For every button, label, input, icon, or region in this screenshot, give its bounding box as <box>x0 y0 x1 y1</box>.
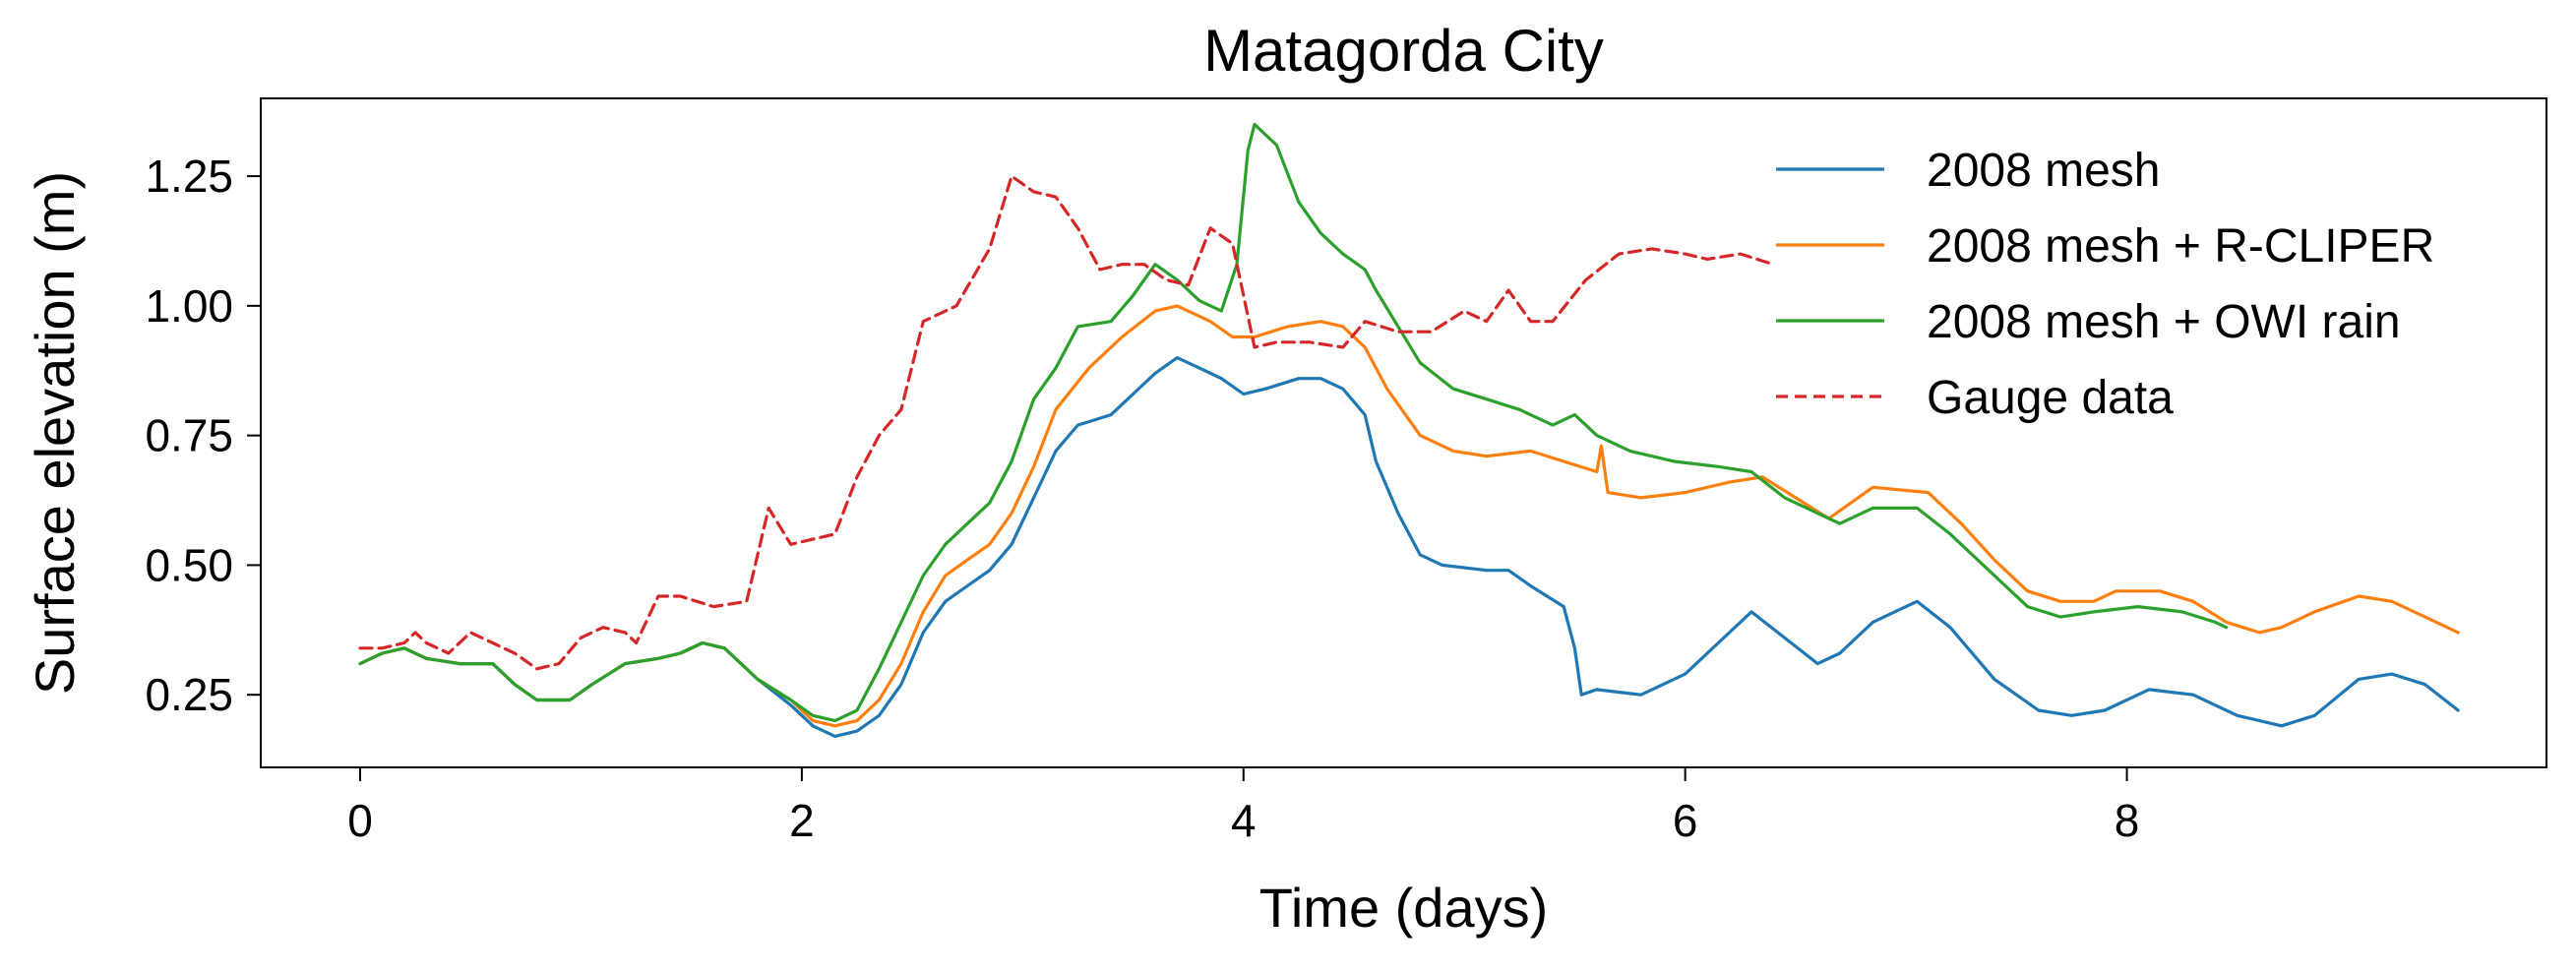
x-tick-label: 0 <box>347 795 373 846</box>
legend-label: 2008 mesh + R-CLIPER <box>1927 220 2434 273</box>
y-tick-label: 1.00 <box>145 280 233 332</box>
x-tick-label: 4 <box>1231 795 1257 846</box>
legend: 2008 mesh 2008 mesh + R-CLIPER 2008 mesh +… <box>1776 145 2434 424</box>
chart-title: Matagorda City <box>1203 18 1604 84</box>
y-tick-label: 0.25 <box>145 669 233 720</box>
y-tick-label: 0.50 <box>145 539 233 590</box>
x-tick-label: 8 <box>2115 795 2140 846</box>
axes-layer: 0 2 4 6 8 0.25 0.50 0.75 1.00 1.25 <box>145 151 2139 846</box>
y-axis-label: Surface elevation (m) <box>24 171 86 695</box>
x-axis-label: Time (days) <box>1259 877 1549 939</box>
series-layer <box>358 122 2460 738</box>
x-tick-label: 6 <box>1673 795 1698 846</box>
series-line-2 <box>358 304 2460 728</box>
plot-frame <box>260 97 2547 768</box>
legend-label: 2008 mesh <box>1927 145 2161 197</box>
legend-label: Gauge data <box>1927 372 2174 424</box>
y-tick-label: 0.75 <box>145 410 233 461</box>
x-tick-label: 2 <box>789 795 815 846</box>
legend-label: 2008 mesh + OWI rain <box>1927 296 2401 348</box>
y-tick-label: 1.25 <box>145 151 233 202</box>
series-line-3 <box>358 122 2229 723</box>
